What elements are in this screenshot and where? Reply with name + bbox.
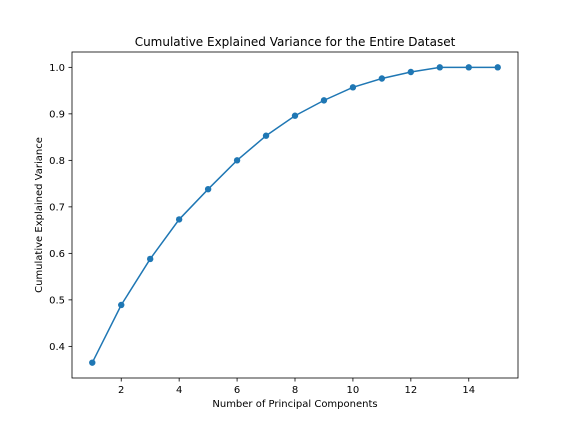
data-point xyxy=(378,75,386,82)
plot-series xyxy=(89,64,501,366)
y-tick-label: 0.4 xyxy=(49,342,65,353)
x-tick-label: 6 xyxy=(234,385,240,396)
data-point xyxy=(320,97,328,104)
data-point xyxy=(407,68,415,76)
data-point xyxy=(465,64,472,71)
x-axis-ticks: 2 4 6 8 10 12 14 xyxy=(118,378,475,396)
data-point xyxy=(118,301,125,309)
x-tick-label: 12 xyxy=(404,385,417,396)
x-tick-label: 10 xyxy=(347,385,360,396)
data-point xyxy=(494,64,501,71)
y-tick-label: 0.5 xyxy=(49,295,65,306)
y-axis-ticks: 0.4 0.5 0.6 0.7 0.8 0.9 1.0 xyxy=(49,63,72,353)
data-point xyxy=(349,84,357,91)
series-line xyxy=(91,66,498,363)
y-tick-label: 0.9 xyxy=(49,109,65,120)
data-point xyxy=(175,216,183,223)
y-tick-label: 0.7 xyxy=(49,202,65,213)
plot-frame xyxy=(71,51,519,379)
x-tick-label: 14 xyxy=(462,385,475,396)
chart-title: Cumulative Explained Variance for the En… xyxy=(135,35,456,49)
data-point xyxy=(146,255,154,263)
data-point xyxy=(436,64,444,71)
x-axis-label: Number of Principal Components xyxy=(212,399,377,410)
data-point xyxy=(233,157,241,164)
y-axis-label: Cumulative Explained Variance xyxy=(34,137,45,293)
data-point xyxy=(291,112,299,119)
data-point xyxy=(89,359,96,366)
y-tick-label: 0.6 xyxy=(49,249,65,260)
x-tick-label: 2 xyxy=(118,385,124,396)
y-tick-label: 0.8 xyxy=(49,156,65,167)
x-tick-label: 8 xyxy=(292,385,298,396)
data-point xyxy=(204,185,212,193)
x-tick-label: 4 xyxy=(176,385,182,396)
data-point xyxy=(262,132,270,139)
y-tick-label: 1.0 xyxy=(49,63,65,74)
